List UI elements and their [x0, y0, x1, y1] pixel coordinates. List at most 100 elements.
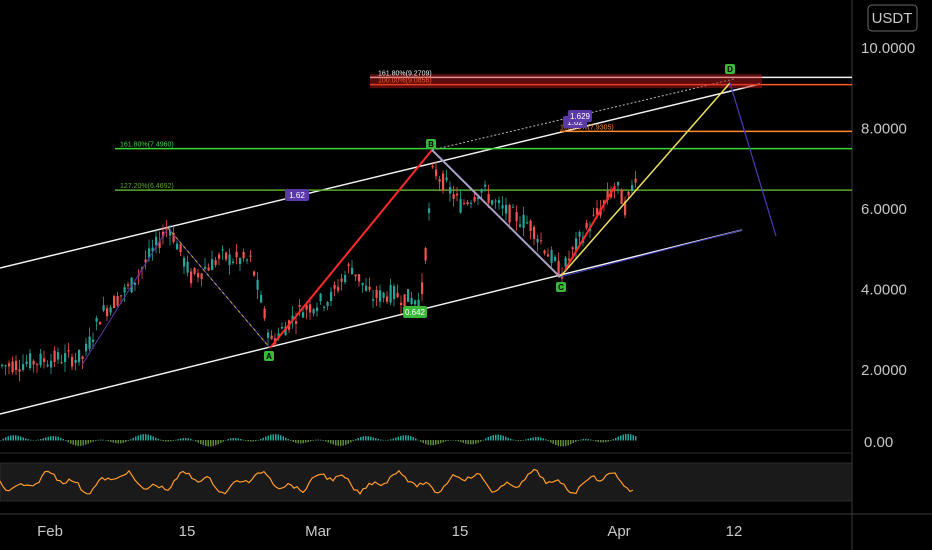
- candle-body: [92, 339, 95, 342]
- candle-body: [526, 222, 529, 224]
- candle-body: [172, 232, 175, 243]
- candle-body: [323, 306, 326, 308]
- pattern-point-label: D: [727, 65, 733, 74]
- candle-body: [452, 194, 455, 199]
- candle-body: [484, 184, 487, 187]
- histogram-bar: [362, 436, 364, 441]
- histogram-bar: [497, 434, 499, 441]
- candle-body: [53, 350, 56, 362]
- histogram-bar: [307, 440, 309, 443]
- histogram-bar: [617, 436, 619, 441]
- candle-body: [585, 222, 588, 229]
- candle-body: [25, 361, 28, 365]
- histogram-bar: [190, 438, 192, 441]
- candle-body: [571, 247, 574, 250]
- candle-body: [337, 286, 340, 291]
- histogram-bar: [40, 439, 42, 441]
- candle-body: [95, 318, 98, 322]
- histogram-bar: [200, 440, 202, 445]
- currency-badge[interactable]: [867, 4, 918, 32]
- candle-body: [8, 363, 11, 367]
- x-tick-label: Apr: [607, 523, 630, 540]
- histogram-bar: [517, 440, 519, 441]
- histogram-bar: [262, 437, 264, 441]
- candle-body: [424, 248, 427, 261]
- candle-body: [606, 190, 609, 201]
- candle-body: [302, 312, 305, 318]
- histogram-bar: [192, 439, 194, 441]
- candle-body: [382, 292, 385, 298]
- histogram-bar: [80, 440, 82, 446]
- histogram-bar: [555, 440, 557, 445]
- histogram-bar: [417, 439, 419, 441]
- histogram-bar: [167, 440, 169, 442]
- candle-body: [330, 291, 333, 301]
- candle-body: [85, 343, 88, 352]
- candle-body: [396, 292, 399, 298]
- leg-c-rally: [564, 185, 616, 271]
- histogram-bar: [157, 438, 159, 441]
- fib-level-label: 127.20%(6.4692): [120, 183, 174, 190]
- candle-body: [375, 289, 378, 298]
- candle-body: [74, 359, 77, 364]
- candle-body: [617, 181, 620, 186]
- oscillator-tick-label: 0.00: [864, 434, 893, 451]
- histogram-bar: [127, 440, 129, 442]
- candle-body: [529, 220, 532, 231]
- histogram-bar: [87, 440, 89, 444]
- histogram-bar: [15, 435, 17, 441]
- candle-body: [46, 364, 49, 367]
- histogram-bar: [567, 440, 569, 446]
- candle-body: [169, 229, 172, 236]
- candle-body: [256, 279, 259, 290]
- histogram-bar: [367, 436, 369, 441]
- y-tick-label: 10.0000: [861, 40, 915, 57]
- histogram-bar: [552, 440, 554, 444]
- histogram-bar: [400, 435, 402, 441]
- candle-body: [477, 197, 480, 200]
- histogram-bar: [247, 440, 249, 442]
- candle-body: [407, 289, 410, 302]
- harmonic-dashed-leg: [167, 227, 271, 349]
- histogram-bar: [182, 438, 184, 441]
- histogram-bar: [532, 437, 534, 441]
- histogram-bar: [75, 440, 77, 446]
- histogram-bar: [5, 437, 7, 441]
- histogram-bar: [450, 439, 452, 441]
- candle-body: [64, 353, 67, 363]
- candle-body: [214, 260, 217, 265]
- histogram-bar: [115, 440, 117, 444]
- histogram-bar: [265, 436, 267, 441]
- candle-body: [386, 296, 389, 302]
- histogram-bar: [320, 439, 322, 441]
- candle-body: [127, 284, 130, 286]
- histogram-bar: [250, 440, 252, 442]
- histogram-bar: [165, 440, 167, 442]
- histogram-bar: [395, 437, 397, 441]
- projection-line: [729, 82, 777, 237]
- histogram-bar: [402, 435, 404, 441]
- candle-body: [260, 294, 263, 303]
- candle-body: [351, 267, 354, 275]
- histogram-bar: [272, 434, 274, 441]
- histogram-bar: [412, 437, 414, 441]
- histogram-bar: [482, 439, 484, 441]
- histogram-bar: [280, 435, 282, 441]
- histogram-bar: [57, 436, 59, 441]
- histogram-bar: [545, 439, 547, 441]
- histogram-bar: [405, 435, 407, 441]
- candle-body: [596, 208, 599, 215]
- pattern-point-label: C: [558, 283, 564, 292]
- candle-body: [508, 204, 511, 223]
- pattern-point-marker: [556, 282, 566, 292]
- histogram-bar: [635, 436, 637, 441]
- candle-body: [456, 193, 459, 196]
- histogram-bar: [277, 434, 279, 441]
- candle-body: [372, 299, 375, 301]
- histogram-bar: [245, 440, 247, 441]
- candle-body: [43, 358, 46, 362]
- candle-body: [60, 362, 63, 364]
- histogram-bar: [100, 439, 102, 441]
- histogram-bar: [25, 438, 27, 441]
